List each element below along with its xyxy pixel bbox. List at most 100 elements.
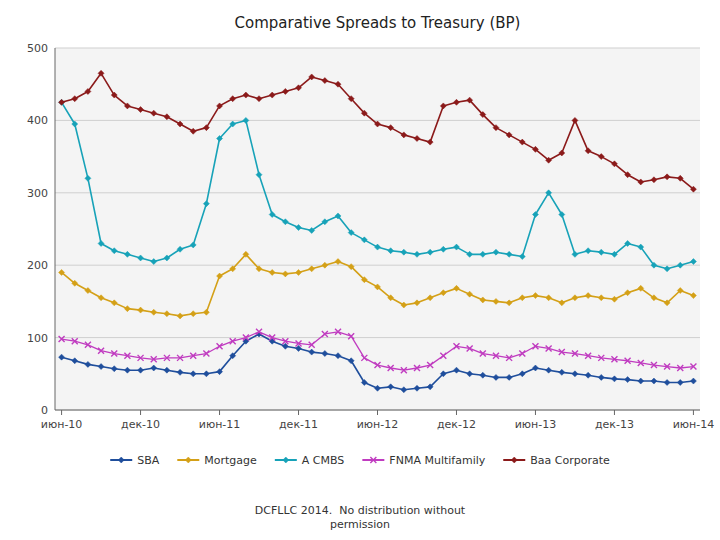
x-tick [298, 410, 299, 415]
point-marker [467, 251, 473, 257]
point-marker [185, 457, 191, 463]
point-marker [388, 248, 394, 254]
point-marker [427, 249, 433, 255]
point-marker [506, 132, 512, 138]
legend-item: A CMBS [275, 454, 345, 467]
point-marker [559, 150, 565, 156]
point-marker [611, 296, 617, 302]
point-marker [177, 369, 183, 375]
point-marker [440, 290, 446, 296]
y-tick-label: 200 [27, 259, 48, 272]
point-marker [651, 362, 657, 368]
point-marker [677, 175, 683, 181]
point-marker [322, 331, 328, 337]
point-marker [296, 225, 302, 231]
legend: SBAMortgageA CMBSFNMA MultifamilyBaa Cor… [110, 454, 610, 467]
point-marker [388, 125, 394, 131]
point-marker [269, 92, 275, 98]
point-marker [151, 259, 157, 265]
legend-item: FNMA Multifamily [362, 454, 485, 467]
point-marker [309, 349, 315, 355]
y-tick-label: 300 [27, 187, 48, 200]
series [59, 329, 697, 373]
x-tick-label: июн-11 [199, 418, 241, 431]
point-marker [532, 146, 538, 152]
point-marker [453, 99, 459, 105]
x-tick-label: дек-13 [595, 418, 634, 431]
point-marker [572, 351, 578, 357]
point-marker [138, 367, 144, 373]
point-marker [124, 306, 130, 312]
point-marker [59, 336, 65, 342]
point-marker [427, 384, 433, 390]
point-marker [111, 366, 117, 372]
point-marker [217, 136, 223, 142]
point-marker [638, 360, 644, 366]
point-marker [230, 338, 236, 344]
point-marker [348, 333, 354, 339]
point-marker [651, 295, 657, 301]
point-marker [677, 379, 683, 385]
point-marker [638, 378, 644, 384]
point-marker [335, 259, 341, 265]
point-marker [348, 358, 354, 364]
grid-line [55, 265, 700, 266]
point-marker [361, 277, 367, 283]
point-marker [243, 92, 249, 98]
point-marker [59, 269, 65, 275]
x-tick [140, 410, 141, 415]
point-marker [375, 284, 381, 290]
point-marker [651, 177, 657, 183]
series-line [62, 334, 694, 390]
point-marker [335, 81, 341, 87]
point-marker [177, 355, 183, 361]
point-marker [532, 343, 538, 349]
point-marker [256, 266, 262, 272]
point-marker [72, 121, 78, 127]
point-marker [85, 288, 91, 294]
point-marker [203, 351, 209, 357]
point-marker [532, 212, 538, 218]
point-marker [203, 201, 209, 207]
point-marker [598, 295, 604, 301]
point-marker [414, 365, 420, 371]
point-marker [388, 365, 394, 371]
point-marker [677, 262, 683, 268]
point-marker [269, 212, 275, 218]
point-marker [611, 161, 617, 167]
point-marker [217, 343, 223, 349]
point-marker [309, 266, 315, 272]
point-marker [480, 251, 486, 257]
point-marker [506, 300, 512, 306]
series-line [62, 254, 694, 316]
point-marker [427, 362, 433, 368]
point-marker [256, 172, 262, 178]
point-marker [361, 379, 367, 385]
point-marker [164, 355, 170, 361]
point-marker [322, 219, 328, 225]
y-axis [55, 48, 56, 410]
point-marker [493, 353, 499, 359]
plot-marks [59, 70, 697, 392]
point-marker [190, 242, 196, 248]
point-marker [506, 355, 512, 361]
point-marker [401, 302, 407, 308]
point-marker [124, 367, 130, 373]
point-marker [151, 309, 157, 315]
point-marker [256, 329, 262, 335]
point-marker [572, 251, 578, 257]
point-marker [296, 340, 302, 346]
point-marker [625, 377, 631, 383]
point-marker [467, 291, 473, 297]
x-tick [456, 410, 457, 415]
y-tick-label: 500 [27, 42, 48, 55]
point-marker [651, 262, 657, 268]
point-marker [690, 186, 696, 192]
point-marker [124, 353, 130, 359]
point-marker [151, 365, 157, 371]
y-tick-label: 400 [27, 114, 48, 127]
point-marker [585, 372, 591, 378]
point-marker [72, 338, 78, 344]
point-marker [414, 300, 420, 306]
point-marker [98, 70, 104, 76]
